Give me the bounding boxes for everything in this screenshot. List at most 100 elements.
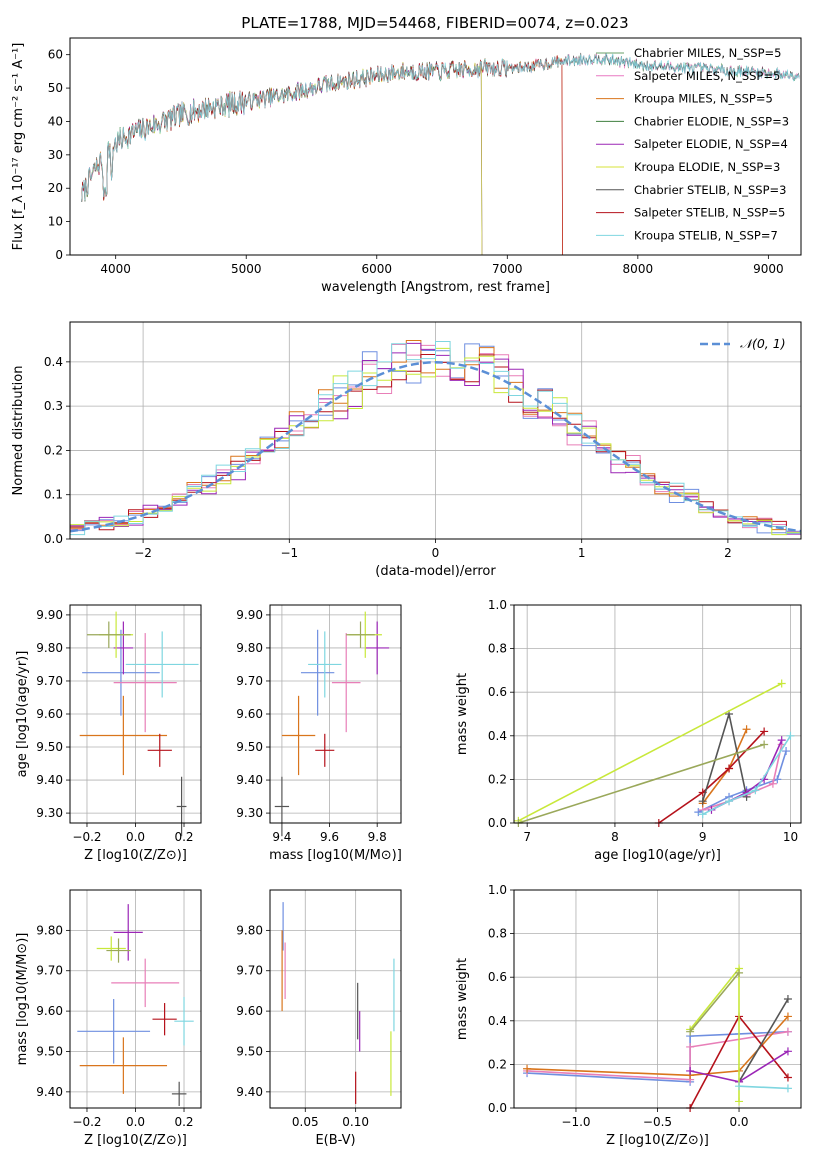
y-tick-label: 0.2 bbox=[44, 443, 63, 457]
legend-entry-label: 𝒩(0, 1) bbox=[740, 336, 786, 351]
x-tick-label: 9000 bbox=[753, 262, 784, 276]
y-tick-label: 0.3 bbox=[44, 399, 63, 413]
y-tick-label: 0.0 bbox=[44, 532, 63, 546]
mass-weight-series-line bbox=[738, 1085, 789, 1090]
axes-frame bbox=[513, 604, 802, 824]
normal-reference-curve bbox=[69, 361, 802, 533]
y-tick-label: 9.40 bbox=[36, 1085, 63, 1099]
y-tick-label: 1.0 bbox=[488, 883, 507, 897]
x-tick-label: −1.0 bbox=[561, 1115, 590, 1129]
y-tick-label: 9.40 bbox=[36, 773, 63, 787]
mass-weight-series-line bbox=[738, 998, 789, 1083]
mass-weight-point-marker bbox=[751, 786, 760, 795]
y-tick-label: 9.90 bbox=[36, 608, 63, 622]
x-tick-label: 0.05 bbox=[292, 1115, 319, 1129]
mass-weight-point-marker bbox=[523, 1064, 532, 1073]
y-tick-label: 60 bbox=[48, 48, 63, 62]
x-tick-label: −0.5 bbox=[643, 1115, 672, 1129]
y-tick-label: 0.8 bbox=[488, 642, 507, 656]
mass-weight-point-marker bbox=[698, 797, 707, 806]
figure-title: PLATE=1788, MJD=54468, FIBERID=0074, z=0… bbox=[241, 14, 628, 32]
x-tick-label: −1 bbox=[280, 546, 298, 560]
x-tick-label: 9.8 bbox=[368, 830, 387, 844]
y-tick-label: 0.4 bbox=[488, 729, 507, 743]
residual-histogram-panel: −2 −1 0 1 2 0.0 0.1 0.2 0.3 0.4 (data-model)/error… bbox=[11, 321, 802, 579]
mass-weight-point-marker bbox=[783, 1073, 792, 1082]
axes-frame bbox=[269, 889, 402, 1109]
mass-weight-point-marker bbox=[783, 1084, 792, 1093]
y-tick-label: 9.60 bbox=[36, 707, 63, 721]
legend-entry-label: Kroupa STELIB, N_SSP=7 bbox=[634, 228, 778, 242]
x-tick-label: 0.0 bbox=[126, 1115, 145, 1129]
axes-frame bbox=[69, 321, 802, 540]
x-tick-label: 0 bbox=[432, 546, 440, 560]
y-tick-label: 9.50 bbox=[236, 1044, 263, 1058]
mass-weight-point-marker bbox=[786, 731, 795, 740]
x-tick-label: 2 bbox=[724, 546, 732, 560]
y-tick-label: 0.4 bbox=[44, 355, 63, 369]
mass-weight-point-marker bbox=[777, 736, 786, 745]
mass-weight-point-marker bbox=[760, 727, 769, 736]
mass-weight-point-marker bbox=[735, 1082, 744, 1091]
mass-weight-vs-metallicity-panel: −1.0 −0.5 0.0 0.0 0.2 0.4 0.6 0.8 1.0 Z [log10(Z/… bbox=[455, 883, 802, 1148]
x-axis-label: E(B-V) bbox=[315, 1133, 355, 1148]
mass-weight-point-marker bbox=[725, 797, 734, 806]
y-tick-label: 9.50 bbox=[36, 740, 63, 754]
y-axis-label: mass weight bbox=[455, 673, 470, 755]
y-tick-label: 9.70 bbox=[36, 674, 63, 688]
mass-weight-point-marker bbox=[783, 1027, 792, 1036]
x-tick-label: 10 bbox=[783, 830, 798, 844]
mass-weight-point-marker bbox=[768, 779, 777, 788]
mass-weight-point-marker bbox=[694, 808, 703, 817]
y-tick-label: 9.60 bbox=[236, 707, 263, 721]
x-tick-label: 0.2 bbox=[174, 830, 193, 844]
x-tick-label: 0.2 bbox=[174, 1115, 193, 1129]
y-tick-label: 0 bbox=[55, 248, 63, 262]
mass-weight-series-line bbox=[702, 735, 792, 816]
y-tick-label: 9.40 bbox=[236, 1085, 263, 1099]
y-tick-label: 9.40 bbox=[236, 773, 263, 787]
x-tick-label: 7 bbox=[523, 830, 531, 844]
y-tick-label: 9.80 bbox=[36, 923, 63, 937]
spectrum-series-line bbox=[81, 52, 800, 202]
y-tick-label: 9.60 bbox=[236, 1004, 263, 1018]
x-axis-label: age [log10(age/yr)] bbox=[594, 848, 721, 863]
y-axis-label: age [log10(age/yr)] bbox=[15, 651, 30, 778]
y-tick-label: 30 bbox=[48, 148, 63, 162]
y-tick-label: 0.6 bbox=[488, 685, 507, 699]
mass-weight-point-marker bbox=[783, 1047, 792, 1056]
x-tick-label: −0.2 bbox=[72, 1115, 101, 1129]
y-tick-label: 0.4 bbox=[488, 1014, 507, 1028]
mass-weight-point-marker bbox=[777, 679, 786, 688]
mass-weight-point-marker bbox=[735, 968, 744, 977]
x-tick-label: 5000 bbox=[231, 262, 262, 276]
spectrum-panel: 4000 5000 6000 7000 8000 9000 0 10 20 30 40 50 60 wav… bbox=[11, 37, 802, 295]
age-vs-mass-panel: 9.4 9.6 9.8 9.30 9.40 9.50 9.60 9.70 9.80 9.90 mas… bbox=[236, 604, 402, 863]
x-tick-label: 0.10 bbox=[342, 1115, 369, 1129]
y-tick-label: 9.70 bbox=[236, 674, 263, 688]
x-axis-label: mass [log10(M/M⊙)] bbox=[269, 848, 402, 863]
mass-weight-vs-age-panel: 7 8 9 10 0.0 0.2 0.4 0.6 0.8 1.0 age [log10(age/yr… bbox=[455, 598, 802, 863]
x-tick-label: 4000 bbox=[100, 262, 131, 276]
x-tick-label: 9.4 bbox=[272, 830, 291, 844]
x-axis-label: Z [log10(Z/Z⊙)] bbox=[606, 1133, 709, 1148]
mass-weight-point-marker bbox=[686, 1042, 695, 1051]
legend-entry-label: Chabrier MILES, N_SSP=5 bbox=[634, 46, 781, 60]
legend-entry-label: Chabrier ELODIE, N_SSP=3 bbox=[634, 114, 789, 128]
y-tick-label: 9.80 bbox=[36, 641, 63, 655]
x-axis-label: Z [log10(Z/Z⊙)] bbox=[84, 848, 187, 863]
x-tick-label: 9 bbox=[699, 830, 707, 844]
axes-frame bbox=[69, 37, 802, 256]
y-tick-label: 9.30 bbox=[36, 806, 63, 820]
y-tick-label: 50 bbox=[48, 81, 63, 95]
y-tick-label: 9.90 bbox=[236, 608, 263, 622]
y-tick-label: 10 bbox=[48, 215, 63, 229]
legend-entry-label: Salpeter ELODIE, N_SSP=4 bbox=[634, 137, 788, 151]
mass-weight-point-marker bbox=[686, 1066, 695, 1075]
y-tick-label: 9.70 bbox=[36, 964, 63, 978]
mass-vs-reddening-panel: 0.05 0.10 9.40 9.50 9.60 9.70 9.80 E(B-V) bbox=[236, 889, 402, 1148]
legend-entry-label: Salpeter STELIB, N_SSP=5 bbox=[634, 206, 785, 220]
y-tick-label: 9.50 bbox=[36, 1044, 63, 1058]
mass-weight-point-marker bbox=[735, 1097, 744, 1106]
